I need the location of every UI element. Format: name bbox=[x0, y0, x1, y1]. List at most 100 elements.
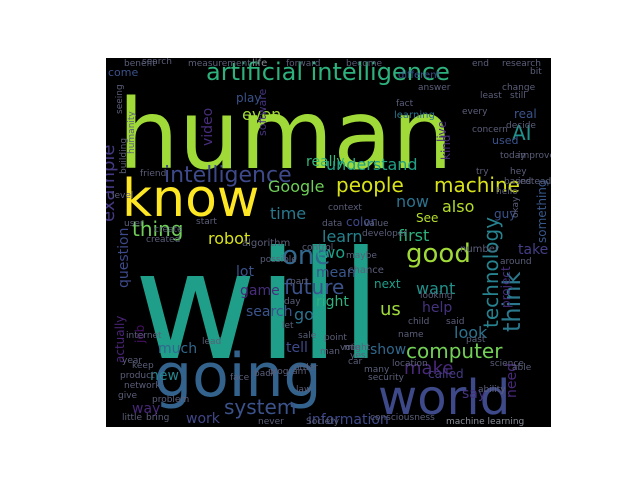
cloud-word: car bbox=[348, 357, 362, 367]
cloud-word: looking bbox=[420, 291, 453, 301]
cloud-word: hey bbox=[510, 167, 527, 177]
cloud-word: first bbox=[398, 226, 429, 245]
cloud-word: still bbox=[510, 91, 526, 101]
cloud-word: video bbox=[200, 108, 216, 146]
cloud-word: going bbox=[154, 341, 322, 411]
cloud-word: AI bbox=[512, 121, 532, 145]
cloud-word: machine bbox=[434, 173, 520, 197]
cloud-word: back bbox=[254, 369, 276, 379]
cloud-word: real bbox=[514, 107, 537, 121]
cloud-word: product bbox=[120, 371, 155, 381]
cloud-word: system bbox=[224, 395, 296, 419]
cloud-word: kind bbox=[439, 134, 453, 160]
cloud-word: new bbox=[150, 368, 179, 384]
cloud-word: look bbox=[454, 323, 488, 342]
cloud-word: little bbox=[122, 413, 143, 423]
cloud-word: different bbox=[398, 70, 441, 81]
cloud-word: job bbox=[133, 325, 147, 344]
cloud-word: help bbox=[422, 300, 452, 316]
cloud-word: search bbox=[142, 58, 172, 67]
cloud-word: chance bbox=[348, 265, 384, 276]
cloud-word: machine learning bbox=[446, 417, 524, 427]
cloud-word: okay bbox=[511, 196, 521, 218]
cloud-word: day bbox=[284, 297, 301, 307]
cloud-word: show bbox=[370, 342, 406, 358]
cloud-word: try bbox=[476, 167, 489, 177]
cloud-word: change bbox=[502, 83, 536, 93]
cloud-word: keep bbox=[132, 361, 154, 371]
cloud-word: learn bbox=[322, 227, 363, 246]
cloud-word: tell bbox=[286, 340, 308, 356]
cloud-word: internet bbox=[126, 331, 162, 341]
cloud-word: created bbox=[146, 235, 180, 245]
cloud-word: program bbox=[268, 367, 306, 377]
cloud-word: right bbox=[316, 294, 349, 310]
cloud-word: around bbox=[500, 257, 532, 267]
cloud-word: used bbox=[492, 134, 518, 147]
cloud-word: said bbox=[446, 317, 464, 327]
cloud-word: past bbox=[466, 335, 486, 345]
cloud-word: really bbox=[306, 154, 345, 170]
cloud-word: time bbox=[270, 204, 306, 223]
cloud-word: mean bbox=[316, 265, 356, 281]
cloud-word: game bbox=[240, 283, 280, 299]
cloud-word: understand bbox=[326, 155, 418, 174]
cloud-word: information bbox=[308, 412, 389, 427]
cloud-word: software bbox=[256, 89, 269, 136]
cloud-word: let bbox=[282, 321, 294, 331]
cloud-word: man bbox=[320, 347, 340, 357]
cloud-word: end bbox=[472, 59, 489, 69]
cloud-word: part bbox=[290, 277, 309, 287]
cloud-word: sale bbox=[298, 331, 317, 341]
cloud-word: seeing bbox=[115, 84, 125, 114]
cloud-word: robot bbox=[208, 229, 250, 248]
cloud-word: vote bbox=[340, 343, 360, 353]
cloud-word: security bbox=[368, 373, 405, 383]
cloud-word: become bbox=[346, 59, 382, 69]
cloud-word: next bbox=[374, 277, 401, 291]
cloud-word: level bbox=[112, 191, 133, 201]
cloud-word: yes bbox=[350, 351, 366, 361]
cloud-word: much bbox=[158, 341, 197, 357]
cloud-word: go bbox=[294, 305, 314, 324]
cloud-word: come bbox=[108, 66, 138, 79]
cloud-word: control bbox=[302, 243, 333, 253]
cloud-word: example bbox=[106, 145, 119, 222]
cloud-word: every bbox=[462, 107, 488, 117]
cloud-word: concern bbox=[472, 125, 508, 135]
cloud-word: able bbox=[512, 363, 532, 373]
cloud-word: say bbox=[462, 386, 486, 402]
cloud-word: bring bbox=[146, 413, 169, 423]
cloud-word: question bbox=[116, 228, 132, 288]
cloud-word: context bbox=[328, 203, 362, 213]
cloud-word: measurement bbox=[188, 59, 251, 69]
cloud-word: make bbox=[404, 358, 453, 379]
cloud-word: people bbox=[336, 173, 404, 197]
cloud-word: based bbox=[504, 177, 531, 187]
cloud-word: research bbox=[502, 59, 541, 69]
cloud-word: bit bbox=[530, 67, 542, 77]
cloud-word: way bbox=[132, 401, 160, 417]
cloud-word: consciousness bbox=[370, 413, 435, 423]
cloud-word: today bbox=[500, 151, 526, 161]
cloud-word: actually bbox=[113, 316, 127, 363]
cloud-word: friend bbox=[140, 169, 166, 179]
cloud-word: thing bbox=[132, 217, 183, 241]
cloud-word: life bbox=[252, 58, 267, 69]
cloud-word: lot bbox=[236, 264, 254, 280]
cloud-word: building bbox=[119, 138, 129, 174]
cloud-word: know bbox=[122, 169, 259, 229]
cloud-word: create bbox=[154, 225, 183, 235]
cloud-word: take bbox=[518, 242, 548, 258]
cloud-word: future bbox=[284, 275, 344, 299]
cloud-word: decide bbox=[506, 121, 536, 131]
cloud-word: called bbox=[428, 367, 464, 381]
cloud-word: one bbox=[282, 241, 330, 271]
cloud-word: problem bbox=[152, 395, 189, 405]
cloud-word: year bbox=[122, 356, 142, 366]
cloud-word: something bbox=[535, 179, 549, 243]
cloud-word: computer bbox=[406, 339, 503, 363]
cloud-word: name bbox=[398, 330, 424, 340]
cloud-word: will bbox=[134, 220, 382, 394]
cloud-word: maybe bbox=[346, 251, 377, 261]
